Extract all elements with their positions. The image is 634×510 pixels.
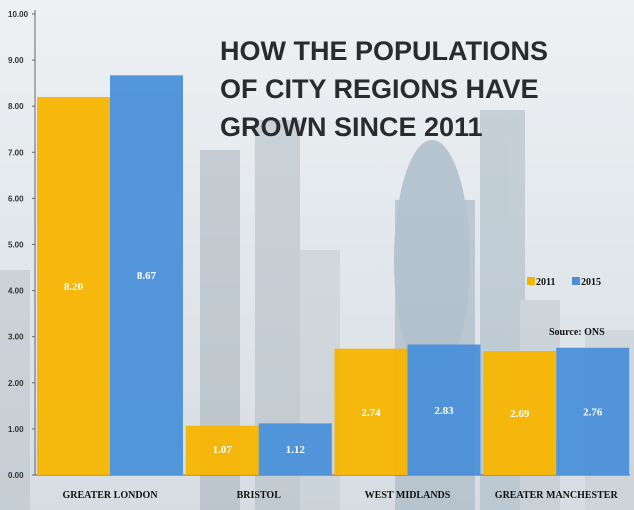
x-tick-label: BRISTOL	[237, 490, 282, 501]
legend-entry: 2011	[536, 277, 555, 288]
data-label: 2.83	[434, 405, 454, 417]
data-label: 2.76	[583, 406, 603, 418]
bar-2011-3	[483, 350, 557, 475]
x-tick-label: GREATER LONDON	[62, 490, 158, 501]
skyline-tower	[394, 140, 470, 380]
y-tick-label: 7.00	[8, 148, 24, 157]
chart-title-line: GROWN SINCE 2011	[220, 112, 483, 142]
bar-2011-0	[37, 96, 110, 475]
data-label: 2.69	[510, 408, 530, 420]
y-tick-label: 6.00	[8, 194, 24, 203]
bar-2015-2	[407, 344, 481, 475]
y-tick-label: 3.00	[8, 333, 24, 342]
y-tick-label: 0.00	[8, 471, 24, 480]
y-tick-label: 5.00	[8, 241, 24, 250]
y-tick-label: 1.00	[8, 425, 24, 434]
bar-2015-0	[110, 75, 183, 476]
bar-2015-3	[556, 347, 630, 475]
y-tick-label: 8.00	[8, 102, 24, 111]
legend-swatch	[527, 277, 535, 285]
data-label: 1.07	[213, 444, 233, 456]
y-tick-label: 2.00	[8, 379, 24, 388]
data-label: 1.12	[286, 444, 306, 456]
source-note: Source: ONS	[549, 327, 605, 338]
x-tick-label: WEST MIDLANDS	[365, 490, 451, 501]
data-label: 8.67	[137, 270, 157, 282]
y-tick-label: 10.00	[8, 10, 29, 19]
legend-swatch	[572, 277, 580, 285]
data-label: 2.74	[361, 407, 381, 419]
chart-title-line: HOW THE POPULATIONS	[220, 36, 548, 66]
y-tick-label: 4.00	[8, 287, 24, 296]
y-tick-label: 9.00	[8, 56, 24, 65]
skyline-building	[0, 270, 30, 510]
bar-2011-1	[185, 425, 259, 475]
legend-entry: 2015	[581, 277, 601, 288]
bar-2015-1	[258, 423, 332, 475]
x-tick-label: GREATER MANCHESTER	[495, 490, 619, 501]
chart-title-line: OF CITY REGIONS HAVE	[220, 74, 539, 104]
data-label: 8.20	[64, 281, 84, 293]
bar-2011-2	[334, 348, 408, 475]
